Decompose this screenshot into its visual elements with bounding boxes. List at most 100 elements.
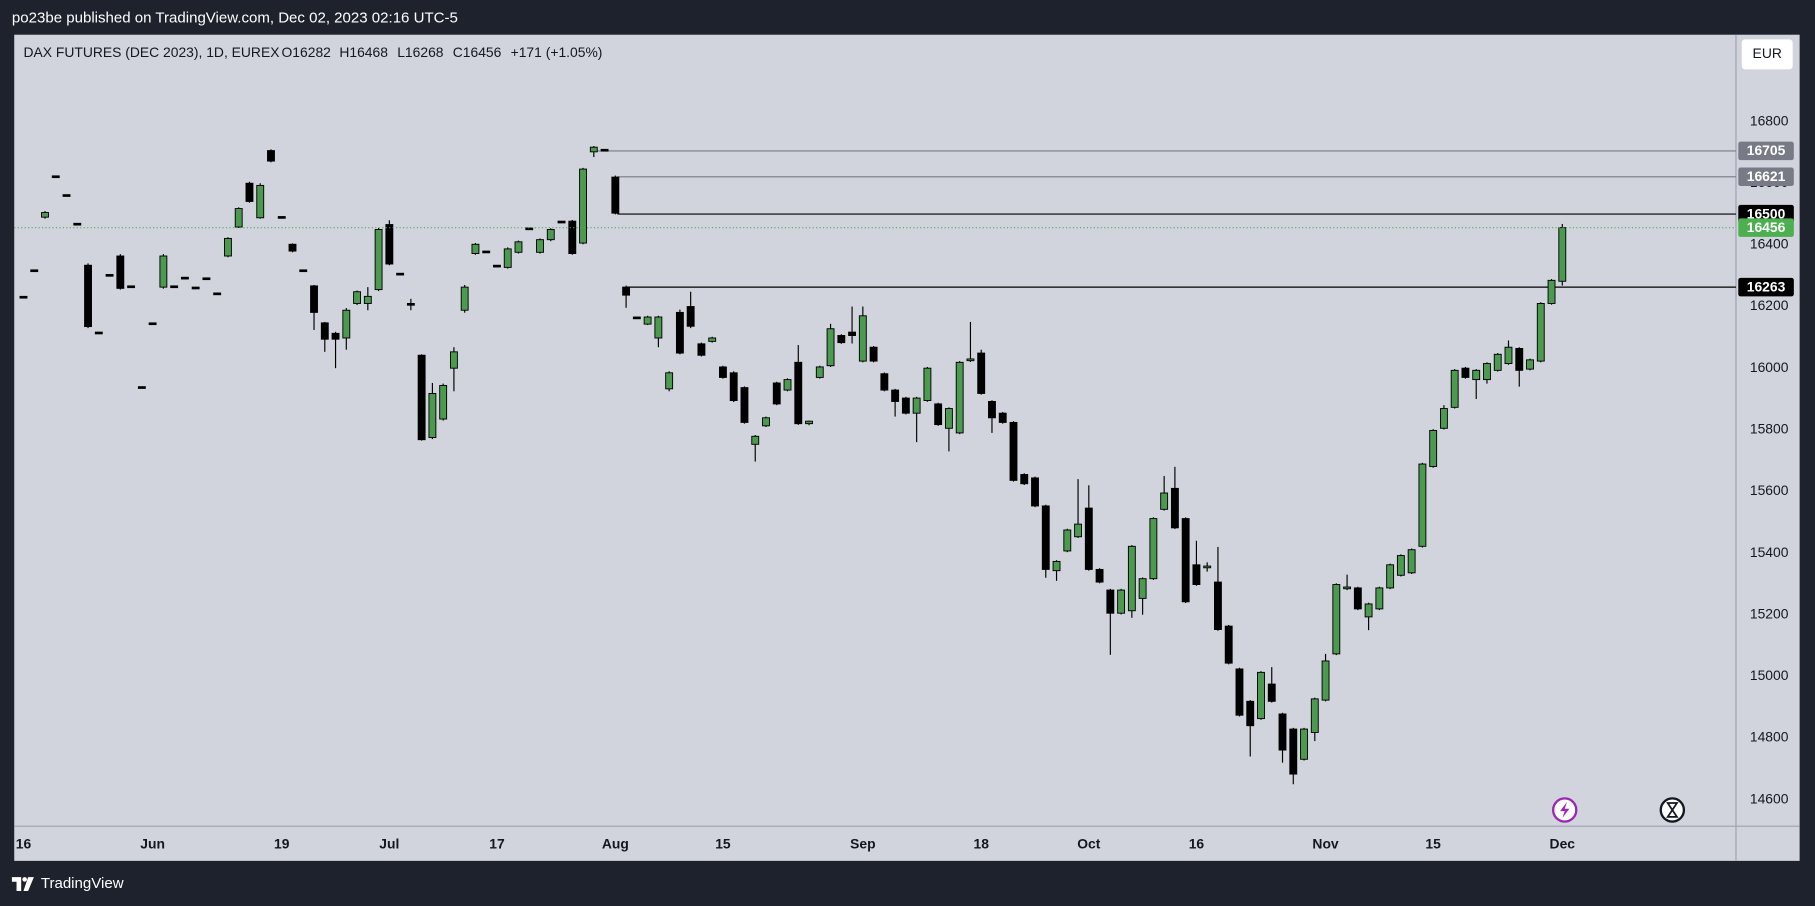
candle-body <box>1170 487 1179 529</box>
candle-body <box>1149 518 1158 580</box>
candle-body <box>449 351 458 369</box>
x-tick-label: Aug <box>602 835 629 851</box>
candle-body <box>815 366 824 378</box>
x-tick-label: Dec <box>1550 835 1576 851</box>
candle-body <box>1418 463 1427 547</box>
x-tick-label: Sep <box>850 835 875 851</box>
candle-body <box>977 352 986 394</box>
candle-body <box>675 311 684 354</box>
candle-body <box>783 379 792 391</box>
candle-body <box>794 361 803 425</box>
symbol: DAX FUTURES (DEC 2023), 1D, EUREX <box>23 44 279 60</box>
candle-body <box>1536 302 1545 362</box>
x-tick-label: Jun <box>140 835 165 851</box>
candle-body <box>439 384 448 420</box>
candle-body <box>202 277 211 281</box>
candle-body <box>127 285 136 289</box>
candle-body <box>342 309 351 339</box>
candle-body <box>148 322 157 326</box>
x-tick-label: 17 <box>489 835 505 851</box>
candle-body <box>224 237 232 257</box>
candle-body <box>180 276 189 280</box>
x-tick-label: Jul <box>379 835 399 851</box>
chart-area <box>14 34 1800 861</box>
candle-body <box>62 194 71 197</box>
y-tick-label: 15000 <box>1750 667 1789 683</box>
candle-body <box>1396 555 1405 576</box>
candle-body <box>600 148 609 152</box>
candle-body <box>1138 578 1147 599</box>
candle-body <box>880 373 889 391</box>
candle-body <box>1300 728 1308 760</box>
candle-body <box>1246 700 1255 727</box>
legend-open: O16282 <box>282 44 332 60</box>
currency-button[interactable] <box>1741 39 1793 70</box>
price-tag <box>1738 167 1794 187</box>
candle-body <box>1375 587 1384 610</box>
candle-body <box>51 175 60 179</box>
candle-body <box>1181 518 1190 603</box>
hourglass-icon[interactable] <box>1659 797 1686 823</box>
candle-body <box>288 243 297 252</box>
legend-low: L16268 <box>397 44 444 60</box>
candle-body <box>1009 421 1018 481</box>
x-tick-label: 18 <box>973 835 989 851</box>
y-tick-label: 16000 <box>1750 359 1789 375</box>
x-tick-label: Nov <box>1312 835 1338 851</box>
candle-body <box>1353 587 1362 610</box>
candle-body <box>1127 545 1136 612</box>
candle-body <box>299 269 308 273</box>
candle-body <box>73 222 82 226</box>
candle-body <box>1224 625 1233 664</box>
x-tick-label: Oct <box>1077 835 1101 851</box>
candle-body <box>1515 347 1524 371</box>
legend: DAX FUTURES (DEC 2023), 1D, EUREX O16282… <box>23 44 602 60</box>
y-tick-label: 16200 <box>1750 297 1789 313</box>
candle-body <box>1214 581 1222 630</box>
candle-body <box>1558 227 1567 282</box>
candle-body <box>1063 529 1072 552</box>
candle-body <box>385 224 394 265</box>
candle-body <box>654 316 663 339</box>
candle-body <box>396 272 405 276</box>
candle-body <box>1052 560 1061 572</box>
y-tick-label: 15800 <box>1750 420 1789 436</box>
legend-close: C16456 <box>453 44 502 60</box>
candle-body <box>331 332 340 340</box>
candle-body <box>1493 353 1502 371</box>
candle-body <box>1020 474 1029 485</box>
candle-body <box>137 386 146 389</box>
candle-body <box>1278 713 1287 751</box>
price-tag <box>1738 218 1794 237</box>
candle-body <box>460 286 469 311</box>
candle-body <box>213 292 222 296</box>
candle-body <box>1160 492 1169 510</box>
candle-body <box>94 331 103 335</box>
y-tick-label: 16800 <box>1750 112 1789 128</box>
price-tag <box>1738 141 1794 161</box>
y-tick-label: 15600 <box>1750 482 1789 498</box>
candle-body <box>406 302 415 306</box>
price-tag-label: 16705 <box>1747 142 1786 158</box>
candle-body <box>1461 367 1470 378</box>
candle-body <box>826 328 835 367</box>
candle-body <box>891 389 900 402</box>
candle-body <box>30 269 39 273</box>
lightning-icon[interactable] <box>1551 797 1578 823</box>
candle-body <box>1267 683 1276 702</box>
candle-body <box>1483 363 1491 381</box>
candle-body <box>417 354 426 441</box>
candle-body <box>1407 549 1416 574</box>
candle-body <box>1343 586 1352 590</box>
candle-body <box>1031 477 1039 507</box>
candle-body <box>772 382 781 405</box>
candle-body <box>805 420 813 425</box>
x-tick-label: 15 <box>1425 835 1441 851</box>
candle-body <box>955 361 964 434</box>
candle-body <box>1332 584 1341 655</box>
candle-body <box>557 220 566 224</box>
candle-body <box>988 401 996 419</box>
candle-body <box>256 184 265 219</box>
candle-body <box>1364 603 1373 618</box>
price-tag <box>1738 277 1794 297</box>
